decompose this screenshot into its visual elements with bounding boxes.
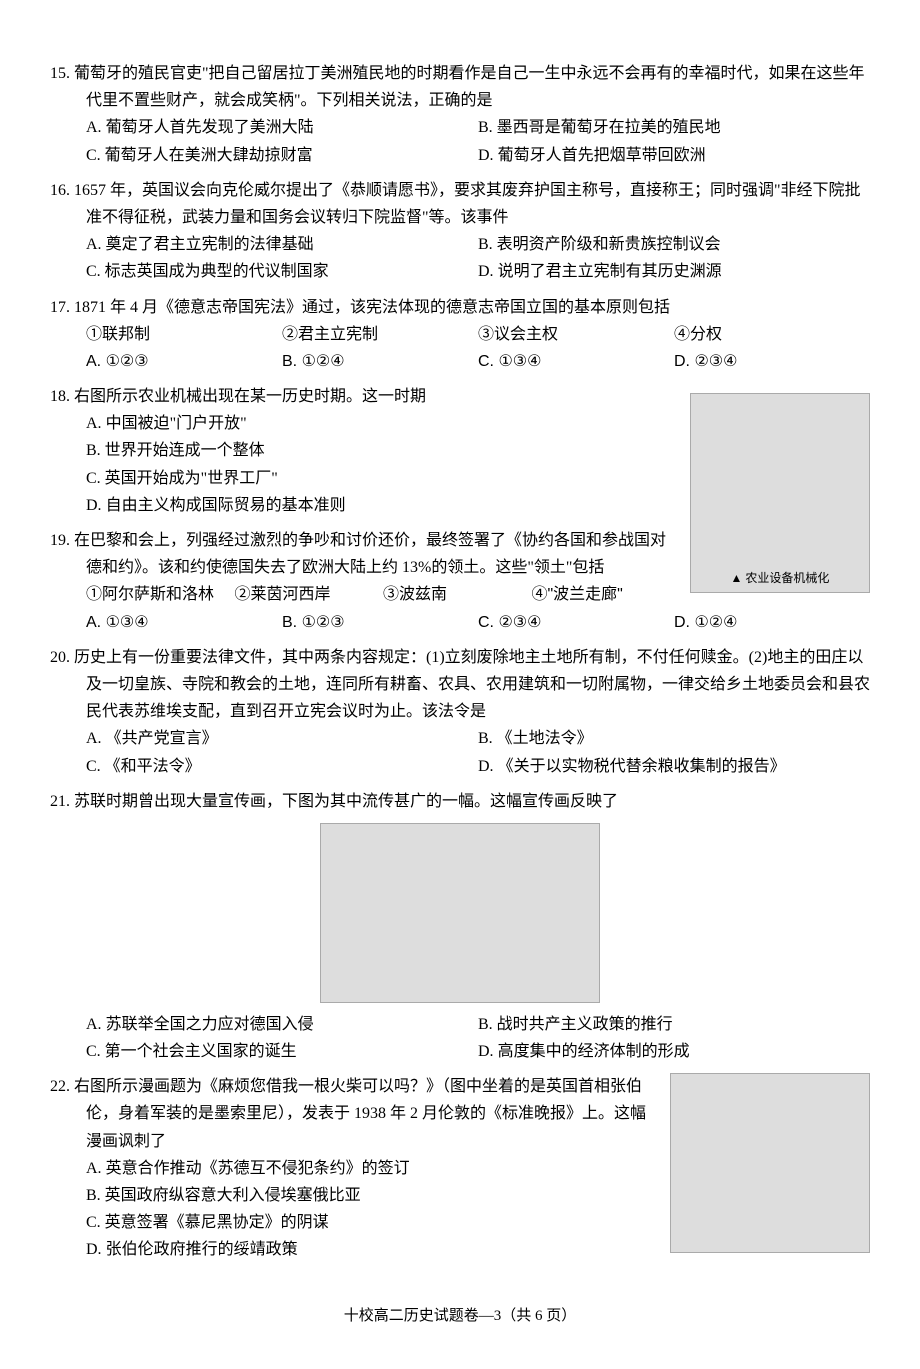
q-stem: 葡萄牙的殖民官吏"把自己留居拉丁美洲殖民地的时期看作是自己一生中永远不会再有的幸… xyxy=(74,65,865,109)
q-stem: 在巴黎和会上，列强经过激烈的争吵和讨价还价，最终签署了《协约各国和参战国对德和约… xyxy=(74,532,666,576)
option-a: A. ①③④ xyxy=(86,609,282,636)
option-d: D. ①②④ xyxy=(674,609,870,636)
question-16: 16. 1657 年，英国议会向克伦威尔提出了《恭顺请愿书》，要求其废弃护国主称… xyxy=(50,177,870,286)
option-a: A. 奠定了君主立宪制的法律基础 xyxy=(86,231,478,258)
option-b: B. 战时共产主义政策的推行 xyxy=(478,1011,870,1038)
page-footer: 十校高二历史试题卷—3（共 6 页） xyxy=(50,1304,870,1330)
question-18: 18. 右图所示农业机械出现在某一历史时期。这一时期 A. 中国被迫"门户开放"… xyxy=(50,383,870,519)
option-d: D. 说明了君主立宪制有其历史渊源 xyxy=(478,258,870,285)
option-a: A. 苏联举全国之力应对德国入侵 xyxy=(86,1011,478,1038)
q-number: 19. xyxy=(50,532,70,549)
option-a: A. 葡萄牙人首先发现了美洲大陆 xyxy=(86,114,478,141)
sub-item: ①联邦制 xyxy=(86,321,282,348)
option-d: D. 《关于以实物税代替余粮收集制的报告》 xyxy=(478,753,870,780)
sub-item: ②莱茵河西岸 xyxy=(235,581,384,608)
question-22: 22. 右图所示漫画题为《麻烦您借我一根火柴可以吗？》（图中坐着的是英国首相张伯… xyxy=(50,1073,870,1263)
option-d: D. 葡萄牙人首先把烟草带回欧洲 xyxy=(478,142,870,169)
option-c: C. ②③④ xyxy=(478,609,674,636)
question-21: 21. 苏联时期曾出现大量宣传画，下图为其中流传甚广的一幅。这幅宣传画反映了 A… xyxy=(50,788,870,1066)
option-a: A. 英意合作推动《苏德互不侵犯条约》的签订 xyxy=(86,1155,660,1182)
option-d: D. ②③④ xyxy=(674,348,870,375)
option-c: C. 英国开始成为"世界工厂" xyxy=(86,465,680,492)
q-number: 16. xyxy=(50,182,70,199)
option-b: B. 表明资产阶级和新贵族控制议会 xyxy=(478,231,870,258)
option-b: B. ①②③ xyxy=(282,609,478,636)
option-a: A. 中国被迫"门户开放" xyxy=(86,410,680,437)
sub-item: ③波兹南 xyxy=(383,581,532,608)
question-20: 20. 历史上有一份重要法律文件，其中两条内容规定：(1)立刻废除地主土地所有制… xyxy=(50,644,870,780)
sub-item: ②君主立宪制 xyxy=(282,321,478,348)
question-17: 17. 1871 年 4 月《德意志帝国宪法》通过，该宪法体现的德意志帝国立国的… xyxy=(50,294,870,376)
q-stem: 右图所示漫画题为《麻烦您借我一根火柴可以吗？》（图中坐着的是英国首相张伯伦，身着… xyxy=(74,1078,646,1149)
option-d: D. 张伯伦政府推行的绥靖政策 xyxy=(86,1236,660,1263)
option-b: B. 英国政府纵容意大利入侵埃塞俄比亚 xyxy=(86,1182,660,1209)
option-c: C. 《和平法令》 xyxy=(86,753,478,780)
q-stem: 1871 年 4 月《德意志帝国宪法》通过，该宪法体现的德意志帝国立国的基本原则… xyxy=(74,299,670,316)
option-b: B. 《土地法令》 xyxy=(478,725,870,752)
sub-item: ④"波兰走廊" xyxy=(532,581,681,608)
option-c: C. 英意签署《慕尼黑协定》的阴谋 xyxy=(86,1209,660,1236)
option-a: A. 《共产党宣言》 xyxy=(86,725,478,752)
option-c: C. 葡萄牙人在美洲大肆劫掠财富 xyxy=(86,142,478,169)
q-number: 18. xyxy=(50,388,70,405)
question-19: 19. 在巴黎和会上，列强经过激烈的争吵和讨价还价，最终签署了《协约各国和参战国… xyxy=(50,527,870,636)
q-number: 15. xyxy=(50,65,70,82)
q-number: 20. xyxy=(50,649,70,666)
option-b: B. 墨西哥是葡萄牙在拉美的殖民地 xyxy=(478,114,870,141)
option-d: D. 高度集中的经济体制的形成 xyxy=(478,1038,870,1065)
q-stem: 1657 年，英国议会向克伦威尔提出了《恭顺请愿书》，要求其废弃护国主称号，直接… xyxy=(74,182,861,226)
q-stem: 历史上有一份重要法律文件，其中两条内容规定：(1)立刻废除地主土地所有制，不付任… xyxy=(74,649,870,720)
q-number: 21. xyxy=(50,793,70,810)
cccp-poster-figure xyxy=(320,823,600,1003)
q-number: 17. xyxy=(50,299,70,316)
sub-item: ③议会主权 xyxy=(478,321,674,348)
option-b: B. ①②④ xyxy=(282,348,478,375)
option-c: C. 标志英国成为典型的代议制国家 xyxy=(86,258,478,285)
sub-item: ④分权 xyxy=(674,321,870,348)
option-c: C. 第一个社会主义国家的诞生 xyxy=(86,1038,478,1065)
option-a: A. ①②③ xyxy=(86,348,282,375)
option-b: B. 世界开始连成一个整体 xyxy=(86,437,680,464)
option-c: C. ①③④ xyxy=(478,348,674,375)
q-stem: 右图所示农业机械出现在某一历史时期。这一时期 xyxy=(74,388,426,405)
question-15: 15. 葡萄牙的殖民官吏"把自己留居拉丁美洲殖民地的时期看作是自己一生中永远不会… xyxy=(50,60,870,169)
q-stem: 苏联时期曾出现大量宣传画，下图为其中流传甚广的一幅。这幅宣传画反映了 xyxy=(74,793,618,810)
sub-item: ①阿尔萨斯和洛林 xyxy=(86,581,235,608)
q-number: 22. xyxy=(50,1078,70,1095)
option-d: D. 自由主义构成国际贸易的基本准则 xyxy=(86,492,680,519)
